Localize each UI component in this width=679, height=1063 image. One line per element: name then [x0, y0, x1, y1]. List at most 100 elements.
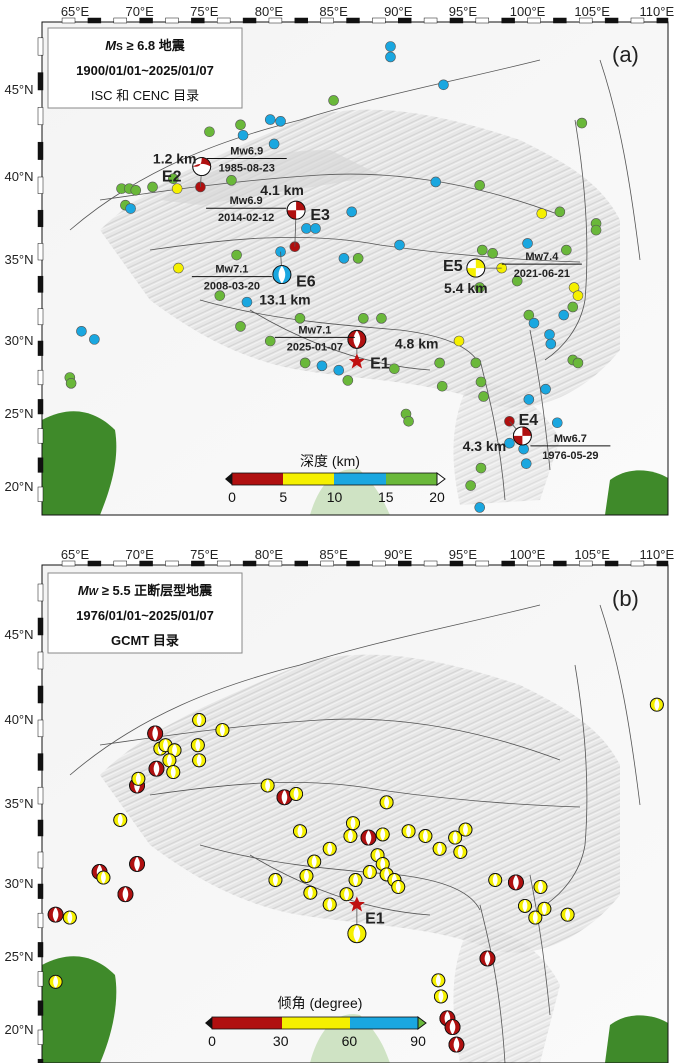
focal-mechanism[interactable]	[62, 910, 77, 925]
focal-mechanism[interactable]	[431, 973, 446, 988]
earthquake-dot[interactable]	[204, 126, 215, 138]
earthquake-dot[interactable]	[487, 248, 498, 259]
earthquake-dot[interactable]	[551, 417, 563, 429]
earthquake-dot[interactable]	[545, 338, 557, 350]
earthquake-dot[interactable]	[522, 238, 533, 249]
earthquake-dot[interactable]	[475, 376, 487, 388]
focal-mechanism[interactable]	[148, 760, 165, 777]
earthquake-dot[interactable]	[167, 173, 179, 184]
focal-mechanism[interactable]	[96, 870, 111, 885]
earthquake-dot[interactable]	[352, 253, 364, 264]
earthquake-dot[interactable]	[403, 415, 414, 427]
focal-mechanism[interactable]	[117, 886, 134, 903]
earthquake-dot[interactable]	[430, 176, 442, 188]
earthquake-dot[interactable]	[470, 357, 482, 369]
earthquake-dot[interactable]	[434, 357, 445, 369]
focal-mechanism[interactable]	[418, 829, 433, 843]
focal-mechanism[interactable]	[432, 841, 447, 856]
focal-mechanism[interactable]	[293, 824, 307, 839]
earthquake-dot[interactable]	[89, 334, 100, 345]
earthquake-dot[interactable]	[294, 313, 306, 324]
earthquake-dot[interactable]	[264, 335, 276, 347]
focal-mechanism[interactable]	[453, 845, 468, 859]
focal-mechanism[interactable]	[448, 1036, 465, 1053]
earthquake-dot[interactable]	[561, 244, 572, 256]
focal-mechanism[interactable]	[303, 885, 318, 900]
focal-mechanism[interactable]	[507, 874, 524, 891]
focal-mechanism-e1[interactable]	[347, 329, 367, 349]
earthquake-dot[interactable]	[572, 290, 584, 301]
focal-mechanism[interactable]	[147, 725, 164, 742]
earthquake-dot[interactable]	[226, 175, 237, 186]
focal-mechanism[interactable]	[533, 879, 548, 894]
focal-mechanism[interactable]	[307, 854, 322, 869]
earthquake-dot[interactable]	[474, 180, 486, 191]
earthquake-dot[interactable]	[173, 262, 184, 274]
earthquake-dot[interactable]	[76, 325, 87, 337]
focal-mechanism[interactable]	[528, 910, 543, 925]
focal-mechanism[interactable]	[215, 723, 230, 738]
earthquake-dot[interactable]	[299, 357, 311, 369]
earthquake-dot[interactable]	[264, 114, 276, 125]
earthquake-dot[interactable]	[342, 375, 354, 386]
earthquake-dot[interactable]	[237, 129, 249, 141]
earthquake-dot[interactable]	[171, 183, 183, 194]
focal-mechanism[interactable]	[518, 898, 532, 913]
focal-mechanism[interactable]	[375, 827, 390, 842]
earthquake-dot[interactable]	[567, 301, 579, 313]
earthquake-dot[interactable]	[478, 391, 489, 402]
earthquake-dot[interactable]	[520, 458, 532, 469]
focal-mechanism[interactable]	[379, 795, 394, 810]
focal-mechanism[interactable]	[47, 906, 64, 923]
earthquake-dot[interactable]	[474, 502, 486, 513]
earthquake-dot[interactable]	[275, 116, 286, 127]
focal-mechanism-e6[interactable]	[272, 265, 292, 285]
earthquake-dot[interactable]	[385, 51, 396, 63]
earthquake-dot[interactable]	[394, 239, 405, 251]
focal-mechanism-e2[interactable]	[192, 157, 212, 177]
earthquake-dot[interactable]	[438, 79, 449, 91]
earthquake-dot[interactable]	[536, 208, 548, 219]
earthquake-dot[interactable]	[214, 290, 226, 301]
focal-mechanism[interactable]	[339, 887, 354, 902]
focal-mechanism[interactable]	[401, 824, 416, 839]
earthquake-dot[interactable]	[231, 249, 242, 261]
focal-mechanism-e3[interactable]	[286, 200, 306, 220]
earthquake-dot[interactable]	[528, 317, 540, 329]
focal-mechanism[interactable]	[113, 813, 128, 827]
focal-mechanism[interactable]	[192, 753, 207, 768]
earthquake-dot[interactable]	[301, 223, 312, 234]
focal-mechanism[interactable]	[360, 829, 377, 846]
earthquake-dot[interactable]	[518, 443, 529, 455]
earthquake-dot[interactable]	[333, 364, 345, 376]
earthquake-dot[interactable]	[476, 244, 488, 256]
earthquake-dot[interactable]	[389, 363, 400, 375]
focal-mechanism[interactable]	[190, 738, 205, 753]
focal-mechanism[interactable]	[391, 879, 406, 894]
focal-mechanism[interactable]	[322, 897, 337, 912]
earthquake-dot[interactable]	[316, 360, 328, 372]
focal-mechanism[interactable]	[479, 950, 496, 967]
earthquake-dot[interactable]	[338, 253, 350, 264]
focal-mechanism-e4[interactable]	[512, 426, 532, 446]
earthquake-dot[interactable]	[235, 321, 246, 332]
focal-mechanism-e5[interactable]	[466, 258, 486, 278]
focal-mechanism[interactable]	[348, 873, 363, 887]
earthquake-dot[interactable]	[376, 313, 387, 324]
focal-mechanism[interactable]	[162, 753, 177, 768]
earthquake-dot[interactable]	[385, 41, 396, 52]
earthquake-dot[interactable]	[590, 224, 602, 236]
focal-mechanism[interactable]	[322, 841, 337, 856]
focal-mechanism[interactable]	[129, 856, 146, 872]
earthquake-dot[interactable]	[475, 462, 487, 474]
focal-mechanism[interactable]	[166, 765, 181, 780]
earthquake-dot[interactable]	[558, 309, 570, 321]
focal-mechanism[interactable]	[131, 771, 146, 786]
focal-mechanism[interactable]	[299, 869, 314, 883]
earthquake-dot[interactable]	[504, 437, 515, 449]
earthquake-dot[interactable]	[358, 313, 369, 324]
earthquake-dot[interactable]	[241, 296, 253, 308]
focal-mechanism[interactable]	[537, 901, 552, 916]
focal-mechanism[interactable]	[48, 974, 63, 989]
earthquake-dot[interactable]	[576, 117, 588, 129]
